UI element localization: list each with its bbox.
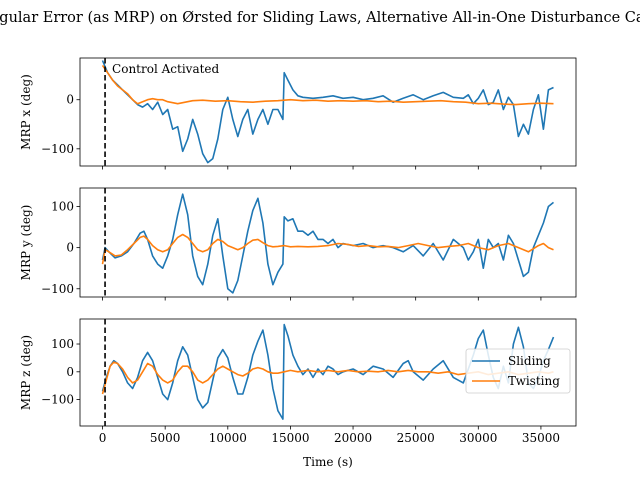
panel-1: −100 0 MRP x (deg) Control Activated bbox=[19, 57, 577, 170]
panels-layer: −100 0 MRP x (deg) Control Activated −100 0 10… bbox=[19, 57, 577, 445]
x-tick-label: 35000 bbox=[522, 431, 560, 445]
series-line-sliding bbox=[101, 193, 555, 294]
legend-box bbox=[465, 348, 571, 394]
chart-title: Angular Error (as MRP) on Ørsted for Sli… bbox=[0, 10, 640, 26]
series-line-sliding bbox=[101, 323, 555, 420]
plot-frame bbox=[79, 187, 577, 298]
y-tick-label: 0 bbox=[66, 93, 74, 107]
y-tick-label: 100 bbox=[51, 337, 74, 351]
panel-2: −100 0 100 MRP y (deg) bbox=[19, 187, 577, 301]
legend-label-sliding: Sliding bbox=[508, 354, 551, 368]
y-tick-label: −100 bbox=[41, 393, 74, 407]
x-tick-label: 25000 bbox=[397, 431, 435, 445]
series-line-twisting bbox=[101, 233, 554, 265]
series-line-twisting bbox=[101, 361, 554, 395]
legend-label-twisting: Twisting bbox=[508, 374, 560, 388]
x-tick-label: 15000 bbox=[271, 431, 309, 445]
plot-frame bbox=[79, 57, 577, 167]
y-axis-label: MRP y (deg) bbox=[19, 205, 33, 281]
panel-3: −100 0 100 0 5000 10000 15000 20000 25000 30000 35… bbox=[19, 318, 577, 445]
series-line-twisting bbox=[101, 64, 554, 106]
y-axis-label: MRP x (deg) bbox=[19, 74, 33, 150]
x-tick-label: 20000 bbox=[334, 431, 372, 445]
y-tick-label: 100 bbox=[51, 200, 74, 214]
plot-frame bbox=[79, 318, 577, 427]
legend: Sliding Twisting bbox=[465, 348, 571, 394]
y-tick-label: −100 bbox=[41, 282, 74, 296]
y-tick-label: 0 bbox=[66, 241, 74, 255]
x-tick-label: 5000 bbox=[150, 431, 181, 445]
x-tick-label: 0 bbox=[99, 431, 107, 445]
control-activated-annotation: Control Activated bbox=[112, 62, 219, 76]
x-tick-label: 30000 bbox=[459, 431, 497, 445]
y-axis-label: MRP z (deg) bbox=[19, 335, 33, 410]
x-tick-label: 10000 bbox=[209, 431, 247, 445]
y-tick-label: 0 bbox=[66, 365, 74, 379]
x-axis-label: Time (s) bbox=[303, 455, 353, 469]
y-tick-label: −100 bbox=[41, 142, 74, 156]
